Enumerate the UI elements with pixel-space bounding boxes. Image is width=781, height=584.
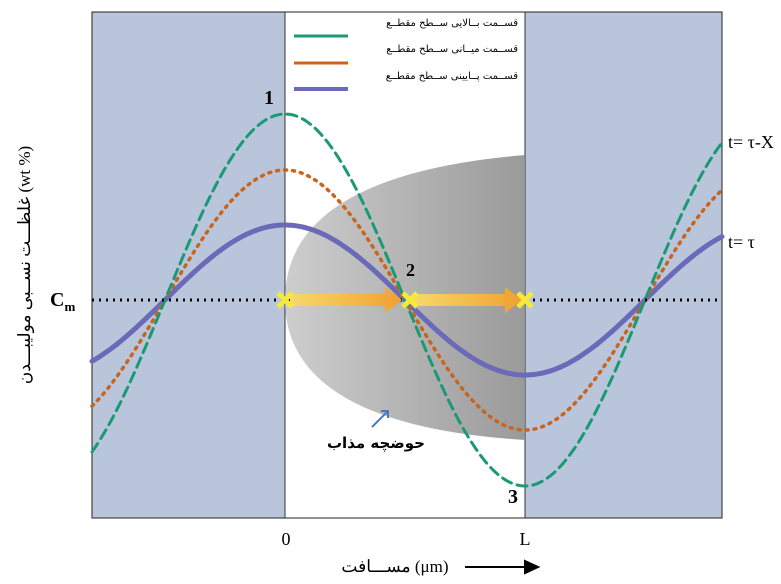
cm-sub: m <box>64 299 75 314</box>
x-axis-label: مســـافت (μm) <box>341 557 448 576</box>
x-tick-label: 0 <box>282 529 291 549</box>
point-label: 3 <box>508 486 518 508</box>
pool-label: حوضچه مذاب <box>327 434 425 453</box>
cm-symbol: Cm <box>50 289 75 314</box>
legend-label: قســمت میــانی ســطح مقطــع <box>386 44 518 55</box>
x-tick-label: L <box>520 529 531 549</box>
point-label: 2 <box>406 260 415 280</box>
curve-label: t= τ <box>728 232 755 252</box>
left-region <box>92 12 285 518</box>
legend-label: قســمت بــالایی ســطح مقطــع <box>386 18 518 29</box>
right-region <box>525 12 722 518</box>
cm-main: C <box>50 289 64 311</box>
x-arrow <box>465 561 538 573</box>
y-axis-label: غلظـــت نســبی مولیبـــدن (wt %) <box>15 146 35 384</box>
curve-label: t= τ-X <box>728 132 774 152</box>
point-label: 1 <box>264 87 274 109</box>
diagram: قســمت بــالایی ســطح مقطــع قســمت میــ… <box>0 0 781 579</box>
legend-label: قســمت پــایینی ســطح مقطــع <box>386 71 518 82</box>
